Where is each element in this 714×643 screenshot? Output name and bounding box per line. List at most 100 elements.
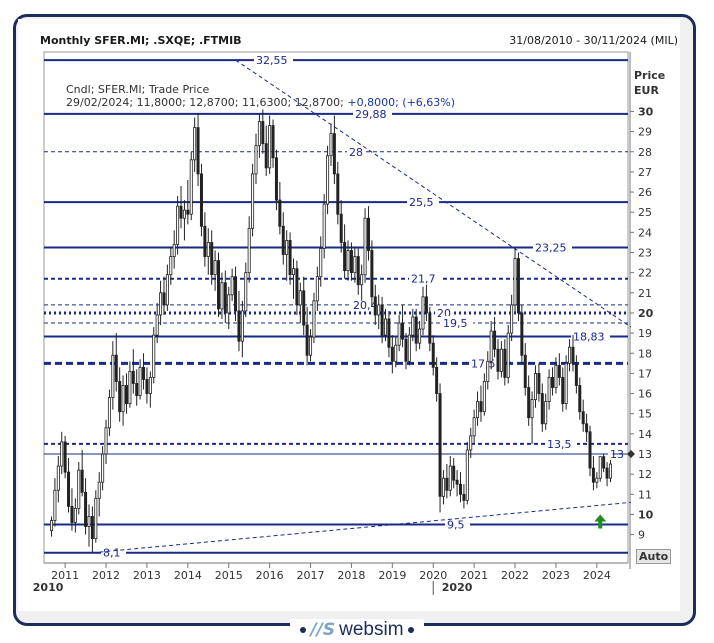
- candle-body: [60, 441, 64, 467]
- candle-body: [312, 300, 316, 338]
- candle-body: [373, 296, 377, 316]
- candle-body: [554, 364, 558, 388]
- candle-body: [424, 296, 428, 314]
- candle-body: [50, 520, 54, 531]
- info-ohlc-values: 29/02/2024; 11,8000; 12,8700; 11,6300; 1…: [66, 96, 344, 109]
- candle-body: [377, 304, 381, 316]
- candle-body: [455, 479, 459, 485]
- candle-body: [397, 322, 401, 346]
- level-label-bg: [441, 316, 473, 330]
- level-label-bg: [409, 271, 441, 285]
- candle-body: [441, 477, 445, 497]
- y-tick-label: 29: [638, 126, 652, 139]
- candle-body: [544, 401, 548, 425]
- level-label-bg: [347, 144, 365, 158]
- candle-body: [332, 133, 336, 175]
- candle-body: [189, 159, 193, 215]
- candle-body: [585, 423, 589, 433]
- candle-body: [394, 344, 398, 362]
- axis-title-price: Price: [634, 69, 666, 82]
- info-line-2: 29/02/2024; 11,8000; 12,8700; 11,6300; 1…: [66, 96, 455, 109]
- x-decade-label: 2020: [442, 581, 473, 594]
- candle-body: [465, 449, 469, 501]
- candle-body: [77, 469, 81, 509]
- candle-body: [401, 322, 405, 340]
- candle-body: [445, 477, 449, 491]
- y-tick-label: 18: [638, 347, 652, 360]
- candle-body: [305, 324, 309, 356]
- candle-body: [533, 372, 537, 400]
- y-tick-label: 24: [638, 226, 652, 239]
- y-tick-label: 30: [638, 105, 654, 118]
- x-tick-label: 2020: [419, 569, 447, 582]
- candle-body: [90, 516, 94, 540]
- candle-body: [458, 483, 462, 495]
- candle-body: [152, 334, 156, 378]
- y-tick-label: 28: [638, 146, 652, 159]
- candle-body: [356, 256, 360, 286]
- candle-body: [234, 276, 238, 312]
- candle-body: [220, 282, 224, 310]
- y-tick-label: 16: [638, 388, 652, 401]
- candle-body: [182, 209, 186, 219]
- candle-body: [489, 330, 493, 362]
- candle-body: [162, 292, 166, 306]
- level-label: 19,5: [443, 317, 468, 330]
- websim-logo-icon: //S: [310, 620, 336, 640]
- candle-body: [288, 240, 292, 276]
- y-tick-label: 25: [638, 206, 652, 219]
- level-label: 21,7: [411, 273, 436, 286]
- candle-body: [448, 465, 452, 491]
- candle-body: [608, 463, 612, 479]
- candle-body: [97, 481, 101, 499]
- candle-body: [513, 258, 517, 306]
- candle-body: [479, 401, 483, 413]
- candle-body: [302, 290, 306, 326]
- candle-body: [240, 310, 244, 342]
- candle-body: [111, 354, 115, 398]
- y-tick-label: 26: [638, 186, 652, 199]
- candle-body: [581, 411, 585, 425]
- y-tick-label: 21: [638, 287, 652, 300]
- auto-scale-button[interactable]: Auto: [636, 549, 672, 564]
- candle-body: [568, 346, 572, 364]
- candle-body: [210, 242, 214, 276]
- candle-body: [527, 387, 531, 419]
- candle-body: [472, 417, 476, 437]
- level-label: 9,5: [447, 519, 465, 532]
- candle-body: [278, 199, 282, 227]
- candle-body: [237, 310, 241, 342]
- candle-body: [366, 217, 370, 251]
- footer-dot-left-icon: [300, 627, 307, 633]
- date-range: 31/08/2010 - 30/11/2024 (MIL): [509, 34, 678, 47]
- candle-body: [411, 316, 415, 336]
- candle-body: [363, 217, 367, 276]
- y-tick-label: 17: [638, 367, 652, 380]
- candle-body: [254, 145, 258, 175]
- candle-body: [291, 268, 295, 276]
- candle-body: [148, 377, 152, 394]
- candle-body: [370, 250, 374, 298]
- candle-body: [469, 435, 473, 451]
- trendline: [92, 501, 631, 554]
- y-tick-label: 27: [638, 166, 652, 179]
- candle-body: [67, 471, 71, 507]
- candle-body: [179, 205, 183, 219]
- footer-logo: //S websim: [290, 619, 424, 641]
- candle-body: [223, 282, 227, 314]
- candle-body: [251, 173, 255, 229]
- candle-body: [138, 366, 142, 396]
- candle-body: [199, 173, 203, 227]
- candle-body: [135, 383, 139, 396]
- candle-body: [203, 225, 207, 257]
- candle-body: [63, 441, 67, 473]
- candle-body: [131, 370, 135, 384]
- candle-body: [414, 316, 418, 344]
- candle-body: [264, 143, 268, 169]
- candle-body: [227, 294, 231, 314]
- candle-body: [104, 427, 108, 455]
- candle-body: [452, 465, 456, 481]
- y-tick-label: 12: [638, 468, 652, 481]
- candle-body: [261, 121, 265, 145]
